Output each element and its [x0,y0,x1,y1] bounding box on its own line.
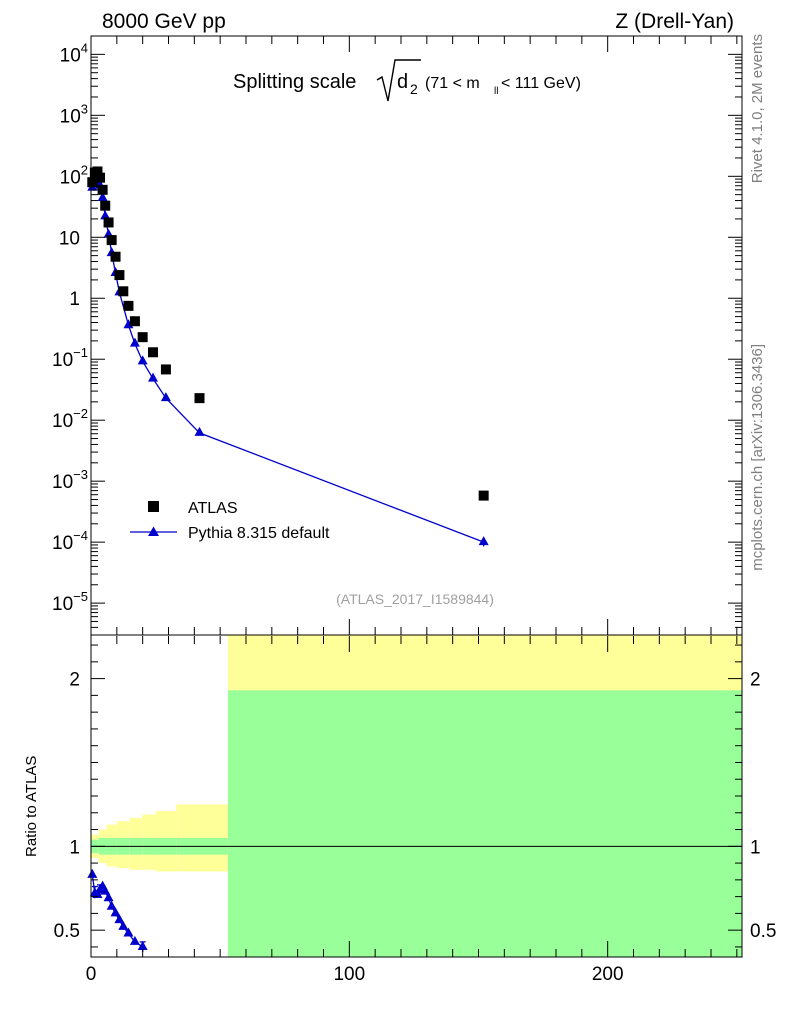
data-point [106,235,117,246]
title-range-open: (71 < m [425,75,480,92]
mc-point [148,372,158,382]
header-right: Z (Drell-Yan) [615,10,734,33]
ratio-mc-point [137,940,148,950]
data-point [137,332,148,343]
ratio-y-tick-label: 1 [69,837,80,858]
rivet-label: Rivet 4.1.0, 2M events [749,34,766,183]
data-point [103,217,114,228]
y-tick-label: 10−1 [52,345,88,371]
main-panel [87,166,489,547]
ratio-mc-point [103,892,114,902]
legend: ATLAS Pythia 8.315 default [130,500,330,542]
legend-mc-marker [148,526,159,536]
ratio-mc-point [114,914,125,924]
plot-title: Splitting scale d 2 (71 < m ll < 111 GeV… [233,59,581,102]
mc-point [97,192,108,202]
uncertainty-band-inner [227,690,742,957]
data-point [148,347,158,358]
y-tick-label: 104 [60,40,88,66]
ratio-y-tick-label-right: 1 [750,837,761,858]
y-tick-label: 10−4 [52,528,88,554]
legend-mc-label: Pythia 8.315 default [188,525,330,542]
ratio-y-tick-label: 2 [69,670,80,691]
data-point [100,200,111,211]
data-point [114,270,125,281]
ratio-mc-point [92,888,103,898]
title-range-close: < 111 GeV) [501,75,581,92]
ratio-mc-point [87,868,98,878]
title-prefix: Splitting scale [233,71,356,93]
mc-point [100,210,111,220]
mc-point [129,337,140,347]
title-radicand: d [397,71,408,93]
y-tick-label: 10−2 [52,406,88,432]
data-point [478,490,489,501]
sqrt-sign-icon [376,59,421,102]
ratio-panel [87,635,742,957]
data-point [110,251,121,262]
ratio-y-tick-label: 0.5 [54,921,80,942]
mc-point [160,392,171,402]
data-point [118,286,129,297]
data-point [92,166,103,177]
ratio-mc-point [110,907,121,917]
ratio-ylabel: Ratio to ATLAS [23,756,40,857]
ratio-mc-point [118,920,129,930]
y-tick-label: 1 [69,289,80,310]
mc-point [478,536,489,546]
data-point [97,184,108,195]
title-range-sub: ll [494,86,498,97]
ratio-mc-point [129,935,140,945]
data-point [160,364,171,375]
data-point [95,172,106,183]
legend-data-marker [148,501,159,512]
analysis-id: (ATLAS_2017_I1589844) [336,591,494,607]
x-tick-label: 100 [333,964,365,985]
y-tick-label: 10 [59,228,80,249]
ratio-mc-point [100,885,111,895]
ratio-y-tick-label-right: 0.5 [750,921,776,942]
ratio-mc-point [106,900,117,910]
mc-line [91,179,484,543]
y-tick-label: 102 [60,162,88,188]
legend-data-label: ATLAS [188,500,238,517]
mc-point [137,355,148,365]
mcplots-label: mcplots.cern.ch [arXiv:1306.3436] [749,344,766,571]
y-tick-label: 10−3 [52,467,88,493]
y-tick-label: 10−5 [52,589,88,615]
data-point [123,300,134,311]
y-tick-label: 103 [60,101,88,127]
x-tick-label: 200 [592,964,624,985]
mc-point [194,426,205,436]
ratio-mc-point [123,927,134,937]
data-point [194,393,205,404]
header-left: 8000 GeV pp [102,10,226,33]
main-frame [90,35,743,636]
x-tick-label: 0 [86,964,97,985]
ratio-y-tick-label-right: 2 [750,670,761,691]
data-point [129,316,140,327]
title-radicand-sub: 2 [410,81,418,97]
